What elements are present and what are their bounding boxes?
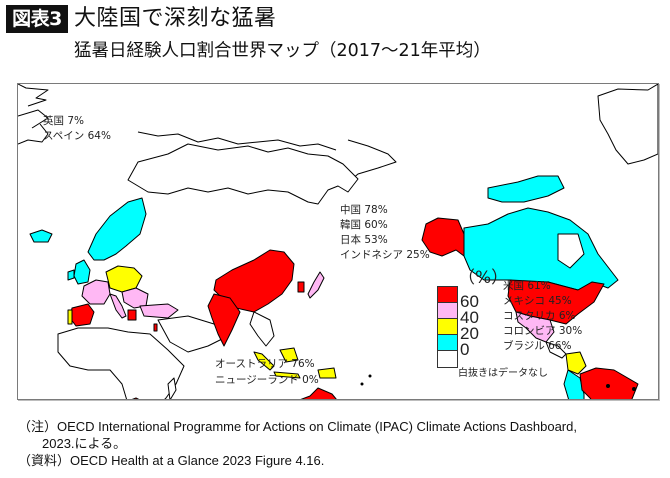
label-usa: 米国 61%	[503, 280, 551, 292]
russia-outline	[127, 143, 359, 205]
source-line: （資料）OECD Health at a Glance 2023 Figure …	[18, 453, 325, 468]
africa-outline	[57, 327, 185, 399]
greece	[127, 309, 137, 321]
italy	[109, 293, 127, 319]
arctic-coast	[18, 84, 397, 185]
colombia	[565, 351, 587, 375]
label-brazil: ブラジル 66%	[503, 340, 572, 352]
page-subtitle: 猛暑日経験人口割合世界マップ（2017〜21年平均）	[74, 41, 491, 61]
uk	[73, 259, 91, 285]
legend-no-data-label: 白抜きはデータなし	[458, 368, 548, 379]
figure-badge: 図表3	[6, 5, 68, 33]
footnotes: （注）OECD International Programme for Acti…	[18, 418, 577, 469]
island-dot	[632, 387, 636, 391]
india	[207, 293, 241, 347]
label-korea: 韓国 60%	[340, 219, 388, 231]
iceland	[29, 229, 53, 243]
south-africa	[131, 397, 140, 399]
legend-tick-20: 20	[460, 324, 479, 343]
island-dot	[360, 382, 364, 386]
south-korea	[297, 281, 305, 293]
label-china: 中国 78%	[340, 204, 388, 216]
legend-tick-40: 40	[460, 308, 479, 327]
note-line-1: （注）OECD International Programme for Acti…	[18, 419, 577, 434]
scandinavia	[87, 197, 147, 261]
ireland	[67, 269, 75, 281]
central-america-outline	[545, 341, 567, 359]
alaska	[421, 217, 465, 257]
label-mexico: メキシコ 45%	[503, 295, 572, 307]
label-japan: 日本 53%	[340, 234, 388, 246]
canada	[463, 207, 619, 291]
note-line-2: 2023.による。	[42, 436, 127, 451]
legend-tick-0: 0	[460, 340, 470, 359]
island-dot	[606, 384, 610, 388]
israel	[153, 323, 158, 332]
canada-islands	[487, 175, 565, 203]
indonesia-sumatra	[253, 351, 275, 371]
spain	[69, 303, 95, 327]
world-map-svg	[18, 84, 658, 399]
madagascar	[167, 377, 177, 399]
label-uk: 英国 7%	[43, 115, 84, 127]
label-costa-rica: コスタリカ 6%	[503, 310, 576, 322]
brazil	[579, 367, 639, 399]
label-spain: スペイン 64%	[43, 130, 111, 142]
indonesia-java	[273, 371, 301, 379]
label-new-zealand: ニュージーランド 0%	[215, 374, 319, 386]
australia	[300, 387, 337, 399]
indonesia-borneo	[279, 347, 299, 363]
legend-swatch-no-data	[437, 350, 458, 368]
greenland-outline	[597, 84, 658, 165]
central-europe	[105, 265, 143, 293]
label-indonesia: インドネシア 25%	[340, 249, 430, 261]
label-colombia: コロンビア 30%	[503, 325, 583, 337]
indonesia-papua	[317, 367, 337, 379]
label-australia: オーストラリア 76%	[215, 358, 315, 370]
world-map: 英国 7% スペイン 64% 中国 78% 韓国 60% 日本 53% インドネ…	[17, 83, 659, 400]
balkans	[121, 287, 149, 309]
portugal	[67, 309, 73, 325]
france	[81, 279, 111, 305]
legend-unit: （%）	[458, 268, 509, 288]
middle-east-outline	[157, 315, 229, 353]
legend-tick-60: 60	[460, 292, 479, 311]
turkey	[139, 303, 179, 319]
japan	[307, 271, 325, 299]
island-dot	[368, 374, 372, 378]
hudson-bay	[557, 233, 585, 269]
se-asia-outline	[249, 311, 275, 347]
page-title: 大陸国で深刻な猛暑	[74, 6, 277, 31]
